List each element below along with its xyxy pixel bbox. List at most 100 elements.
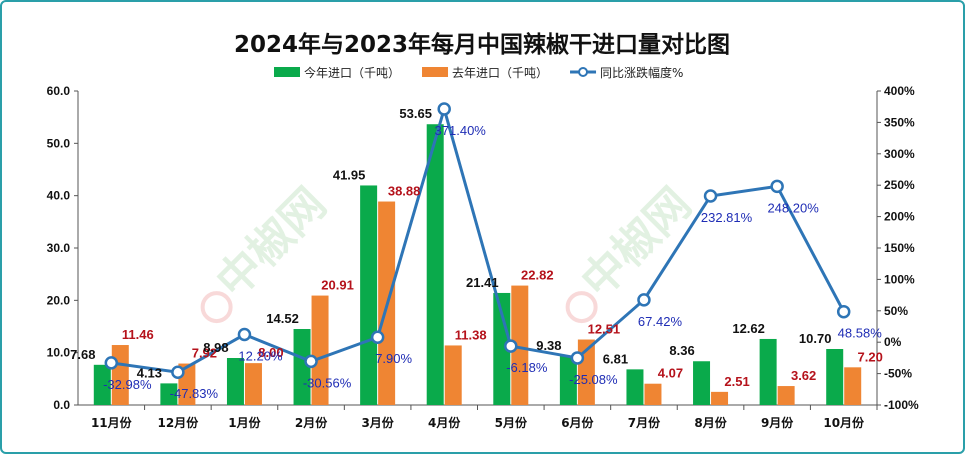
growth-label: -25.08% — [569, 372, 618, 387]
bar-current-label: 14.52 — [266, 311, 299, 326]
watermark-logo-icon — [200, 291, 233, 324]
growth-point — [504, 339, 518, 353]
x-tick-label: 10月份 — [823, 415, 865, 430]
bar-previous-year — [111, 345, 129, 405]
growth-label: 48.58% — [838, 326, 883, 341]
growth-point — [703, 189, 718, 203]
bar-current-label: 6.81 — [603, 351, 628, 366]
bar-current-year — [293, 329, 311, 405]
bar-previous-year — [844, 367, 862, 405]
bars — [93, 124, 862, 406]
legend-swatch — [274, 67, 300, 77]
watermark-text: 中椒网 — [207, 178, 336, 307]
growth-label: 7.90% — [375, 351, 412, 366]
chart-title: 2024年与2023年每月中国辣椒干进口量对比图 — [234, 31, 730, 58]
bar-current-label: 10.70 — [799, 331, 832, 346]
bar-current-label: 21.41 — [466, 275, 499, 290]
watermark-logo-icon — [565, 291, 598, 324]
x-tick-label: 6月份 — [561, 415, 594, 430]
growth-point — [304, 354, 318, 369]
bar-current-year — [693, 361, 711, 405]
y-left-tick-label: 30.0 — [47, 241, 71, 255]
growth-point — [770, 179, 784, 194]
data-labels: 7.68 11.46 4.13 7.928.98 8.00 14.52 20.91 41.95… — [70, 106, 883, 401]
bar-previous-year — [311, 295, 329, 405]
bar-current-year — [360, 185, 378, 405]
growth-point — [437, 102, 451, 116]
y-right-tick-label: 100% — [884, 272, 915, 286]
y-right-tick-label: -50% — [884, 367, 912, 381]
watermark-right: 中椒网 — [565, 178, 701, 324]
growth-point — [370, 330, 385, 344]
bar-current-year — [93, 364, 111, 405]
y-right-tick-label: 250% — [884, 178, 915, 192]
growth-point — [104, 356, 119, 370]
x-tick-label: 9月份 — [761, 415, 794, 430]
y-left-tick-label: 20.0 — [47, 293, 71, 307]
legend-marker — [578, 67, 589, 77]
y-left-tick-label: 50.0 — [47, 136, 71, 150]
y-right-tick-label: -100% — [884, 398, 919, 412]
bar-previous-label: 4.07 — [658, 366, 683, 381]
y-right-tick-label: 300% — [884, 147, 915, 161]
x-tick-label: 8月份 — [694, 415, 727, 430]
bar-current-year — [426, 124, 444, 406]
bar-previous-year — [711, 391, 729, 405]
growth-label: -47.83% — [170, 386, 219, 401]
x-tick-label: 11月份 — [91, 415, 133, 430]
y-right-tick-label: 400% — [884, 84, 915, 98]
y-left-tick-label: 60.0 — [47, 84, 71, 98]
bar-current-label: 53.65 — [399, 106, 432, 121]
bar-previous-year — [511, 285, 529, 405]
bar-previous-label: 7.20 — [858, 349, 883, 364]
bar-previous-label: 8.00 — [258, 345, 283, 360]
x-tick-label: 1月份 — [228, 415, 261, 430]
growth-line-path — [111, 103, 846, 374]
bar-current-year — [559, 355, 577, 405]
bar-current-label: 9.38 — [536, 338, 561, 353]
growth-label: 67.42% — [638, 314, 683, 329]
legend: 今年进口（千吨） 去年进口（千吨） 同比涨跌幅度% — [274, 65, 683, 80]
bar-current-year — [160, 383, 178, 405]
bar-previous-label: 11.46 — [122, 327, 154, 342]
growth-point — [836, 304, 851, 319]
y-right-tick-label: 50% — [884, 304, 908, 318]
legend-swatch — [422, 67, 449, 77]
x-tick-label: 12月份 — [158, 415, 200, 430]
growth-point — [570, 351, 585, 365]
growth-line — [104, 102, 851, 379]
bar-current-year — [826, 349, 844, 405]
x-tick-label: 3月份 — [361, 415, 394, 430]
bar-current-year — [493, 292, 511, 405]
bar-current-label: 41.95 — [333, 167, 366, 182]
bar-current-label: 12.62 — [732, 321, 765, 336]
bar-previous-label: 12.51 — [588, 322, 621, 337]
bar-current-label: 8.98 — [203, 340, 228, 355]
bar-current-label: 8.36 — [669, 343, 694, 358]
bar-current-year — [226, 358, 244, 405]
y-right-tick-label: 150% — [884, 241, 915, 255]
bar-previous-label: 22.82 — [521, 268, 554, 283]
x-tick-label: 4月份 — [428, 415, 461, 430]
legend-label: 去年进口（千吨） — [452, 66, 548, 80]
y-left-tick-label: 40.0 — [47, 189, 71, 203]
bar-current-year — [759, 338, 777, 405]
growth-point — [171, 365, 185, 379]
growth-label: -32.98% — [103, 377, 152, 392]
y-right-tick-label: 350% — [884, 115, 915, 129]
bar-previous-label: 7.92 — [192, 346, 217, 361]
x-tick-label: 7月份 — [628, 415, 661, 430]
growth-label: -6.18% — [506, 360, 548, 375]
legend-label: 同比涨跌幅度% — [600, 65, 683, 80]
growth-label: 371.40% — [435, 123, 487, 138]
x-tick-label: 2月份 — [295, 415, 328, 430]
x-tick-label: 5月份 — [495, 415, 528, 430]
bar-previous-label: 3.62 — [791, 368, 816, 383]
y-left-tick-label: 0.0 — [53, 398, 70, 412]
bar-previous-year — [644, 383, 662, 405]
bar-previous-label: 2.51 — [724, 374, 749, 389]
growth-label: -30.56% — [303, 375, 352, 390]
y-left-tick-label: 10.0 — [47, 346, 71, 360]
